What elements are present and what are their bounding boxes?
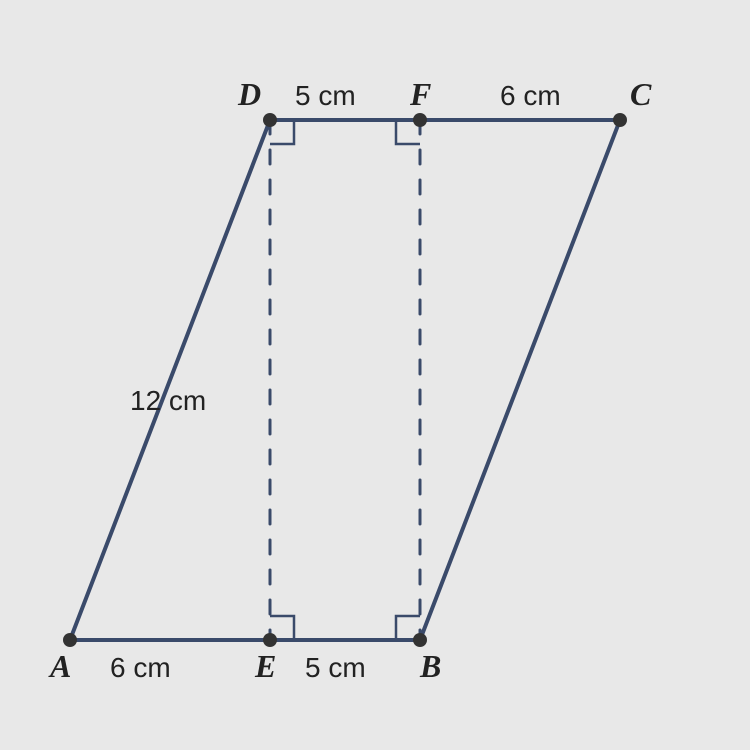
label-F: F xyxy=(410,76,431,113)
dim-DF: 5 cm xyxy=(295,80,356,112)
label-E: E xyxy=(255,648,276,685)
label-C: C xyxy=(630,76,651,113)
label-B: B xyxy=(420,648,441,685)
label-D: D xyxy=(238,76,261,113)
dim-FC: 6 cm xyxy=(500,80,561,112)
dim-AE: 6 cm xyxy=(110,652,171,684)
label-A: A xyxy=(50,648,71,685)
dim-EB: 5 cm xyxy=(305,652,366,684)
dim-DE: 12 cm xyxy=(130,385,206,417)
